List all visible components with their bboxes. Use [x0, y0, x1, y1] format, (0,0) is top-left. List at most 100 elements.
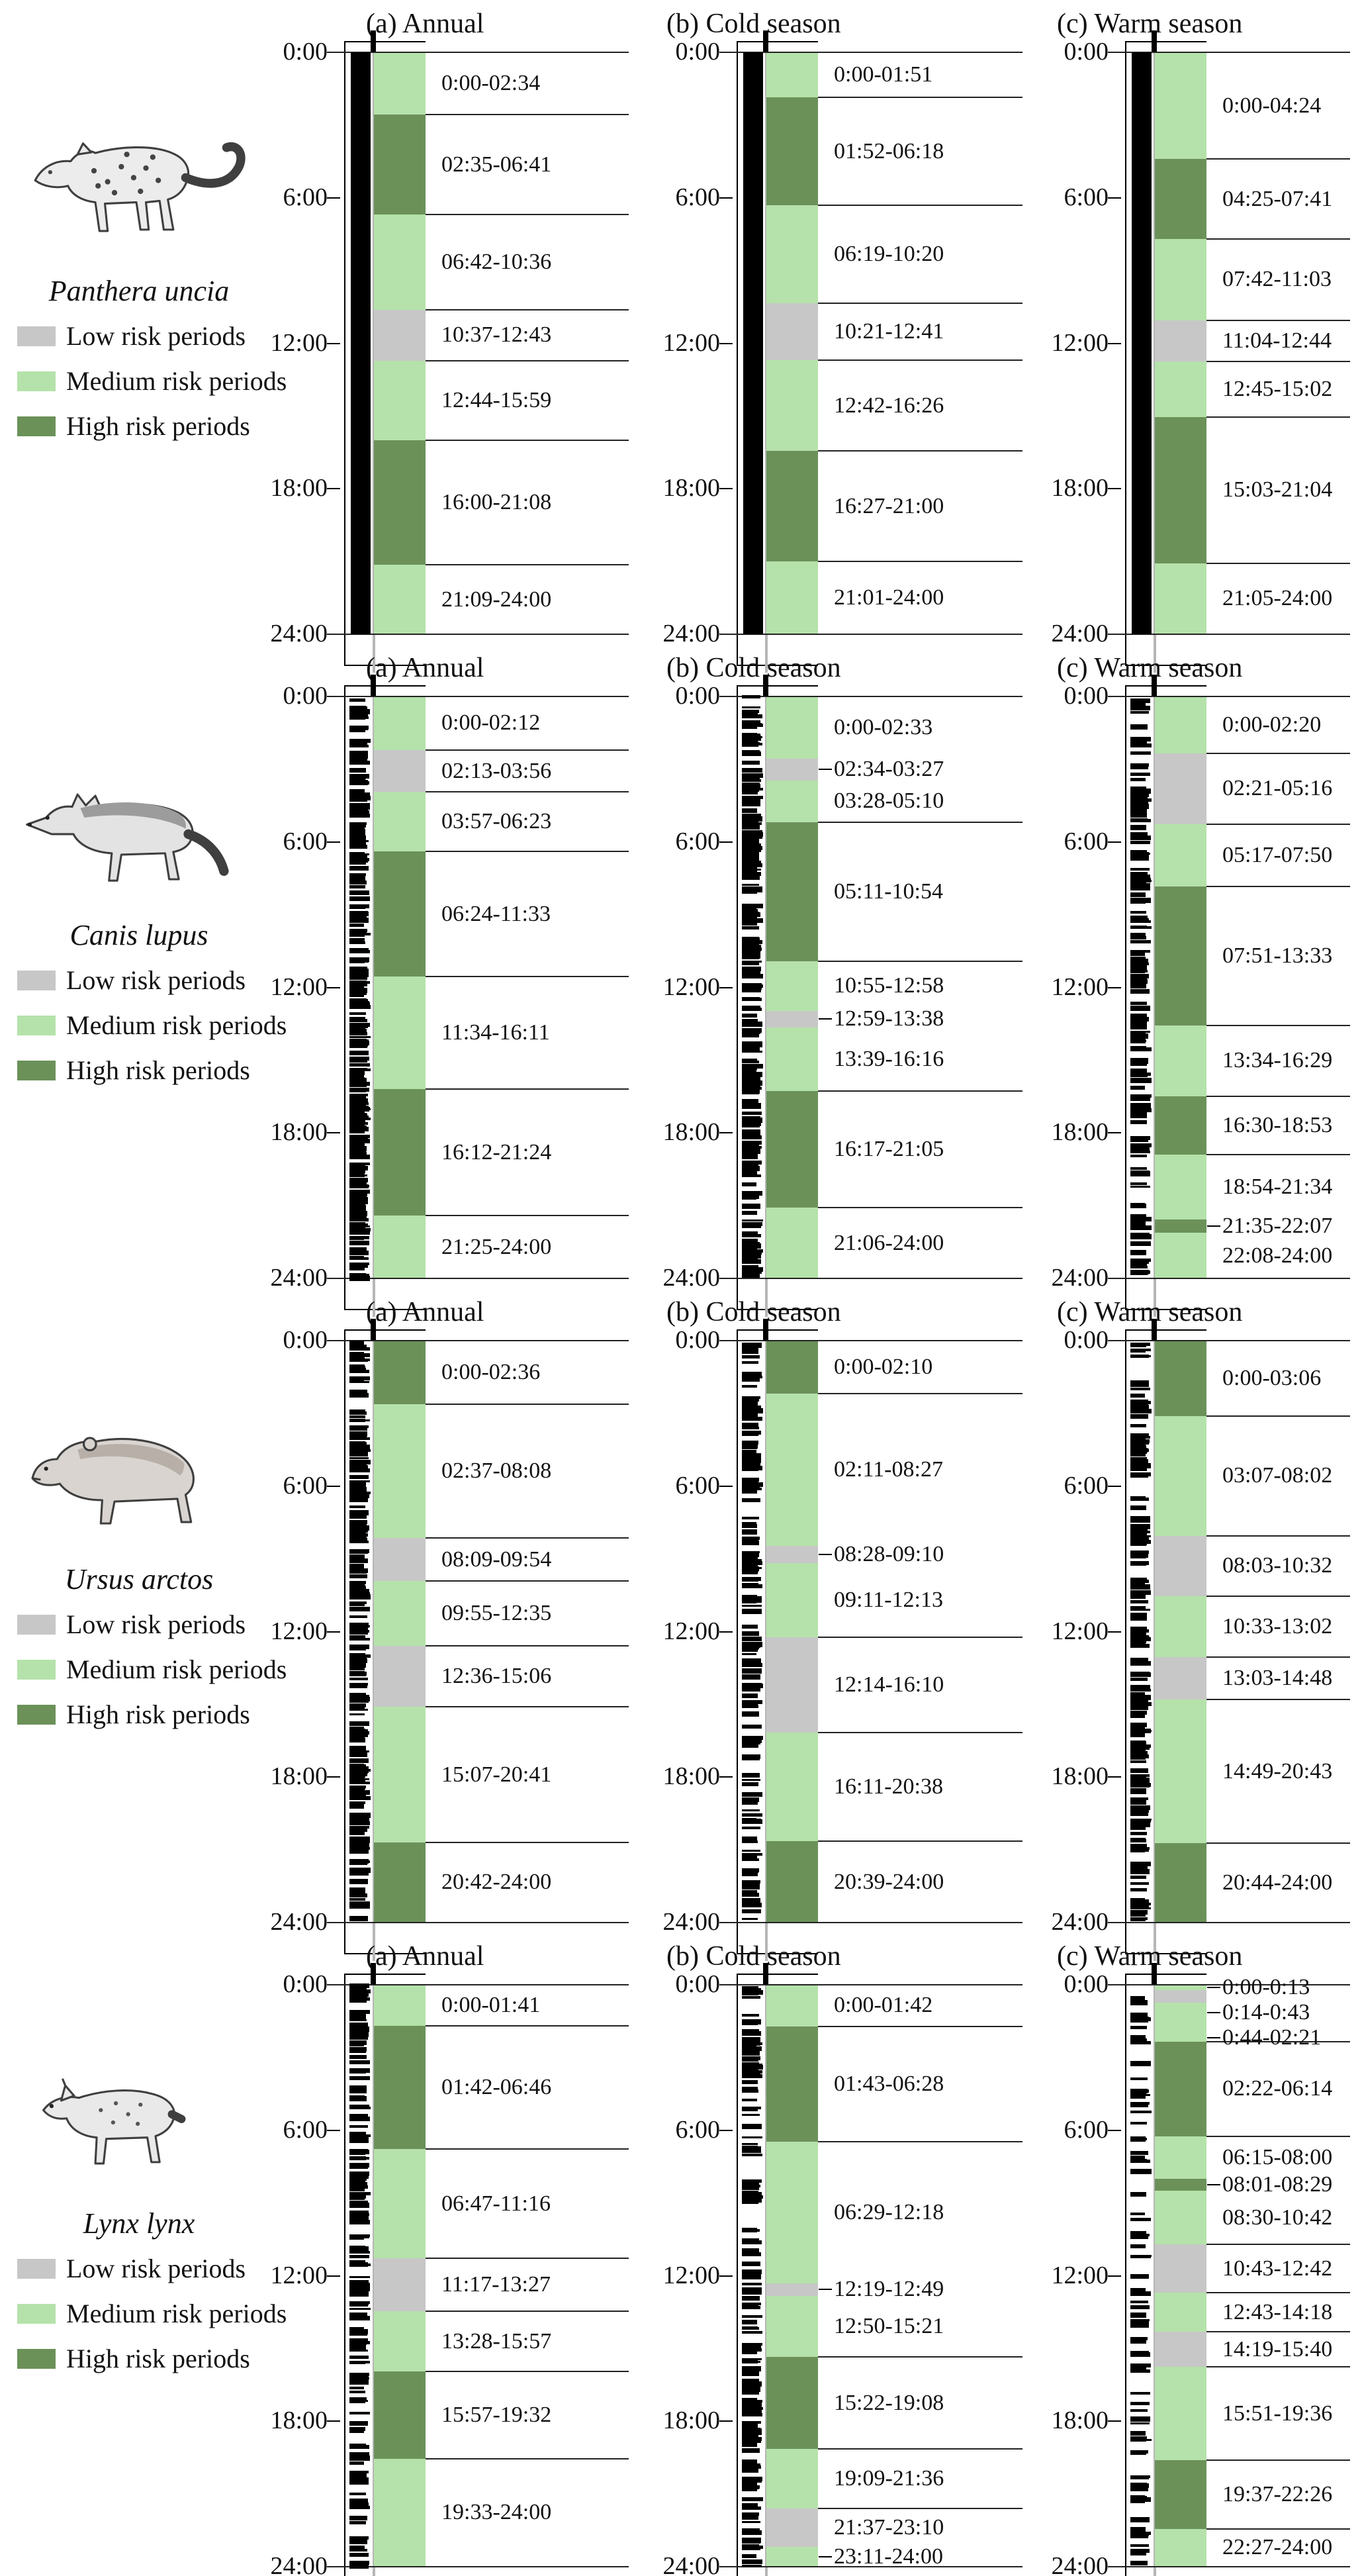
risk-band-low — [1155, 2244, 1206, 2293]
activity-rug-mark — [742, 1779, 761, 1782]
activity-rug-mark — [349, 1071, 365, 1075]
activity-rug-mark — [742, 1222, 762, 1227]
period-separator — [818, 97, 1022, 99]
period-separator — [426, 114, 629, 116]
top-tick — [1152, 675, 1157, 696]
time-tick — [719, 488, 733, 490]
y-axis-line — [737, 1329, 738, 1953]
activity-rug-mark — [349, 865, 369, 871]
activity-rug-mark — [349, 729, 365, 732]
time-tick-label: 0:00 — [675, 38, 720, 66]
activity-rug-mark — [349, 1878, 368, 1884]
legend-label-high: High risk periods — [66, 1699, 250, 1729]
activity-rug-mark — [349, 1586, 366, 1589]
activity-rug-mark — [349, 1109, 369, 1112]
activity-rug-mark — [1130, 777, 1146, 781]
top-tick — [371, 1319, 376, 1340]
activity-rug-mark — [349, 897, 371, 901]
risk-band-medium — [1155, 2191, 1206, 2245]
activity-rug — [351, 52, 371, 634]
legend-item-medium: Medium risk periods — [17, 1654, 287, 1685]
period-separator — [1206, 1596, 1350, 1598]
activity-rug-mark — [1130, 2318, 1150, 2324]
period-label: 14:19-15:40 — [1222, 2336, 1333, 2361]
legend-label-high: High risk periods — [66, 2344, 250, 2373]
period-separator — [1206, 158, 1350, 160]
activity-rug-mark — [1130, 793, 1149, 797]
activity-rug-mark — [1130, 1382, 1150, 1388]
activity-rug-mark — [1130, 916, 1148, 921]
activity-rug-mark — [349, 1347, 370, 1351]
activity-rug-mark — [349, 906, 369, 909]
activity-rug-mark — [1130, 832, 1148, 837]
period-label: 15:03-21:04 — [1222, 477, 1333, 502]
activity-rug-mark — [742, 1840, 758, 1844]
period-label: 11:34-16:11 — [441, 1020, 550, 1045]
activity-rug-mark — [742, 891, 758, 894]
risk-band-high — [1155, 2179, 1206, 2191]
activity-rug-mark — [1130, 1001, 1147, 1006]
period-separator — [818, 1732, 1022, 1734]
period-separator — [426, 439, 629, 441]
activity-rug-mark — [349, 1088, 367, 1093]
activity-rug-mark — [349, 1505, 366, 1508]
activity-rug-mark — [742, 926, 760, 930]
activity-rug-mark — [349, 1106, 369, 1109]
activity-rug-mark — [1130, 894, 1146, 897]
activity-rug-mark — [1130, 1751, 1148, 1756]
activity-rug-mark — [742, 1902, 762, 1908]
activity-rug-mark — [742, 1488, 762, 1490]
period-separator — [426, 976, 629, 978]
activity-rug-mark — [1130, 2475, 1149, 2479]
activity-rug-mark — [1130, 1413, 1148, 1419]
activity-rug-mark — [742, 1257, 758, 1263]
species-info-column: Ursus arctos Low risk periods Medium ris… — [0, 1288, 287, 1932]
activity-rug-mark — [1130, 1903, 1151, 1906]
activity-rug-mark — [349, 917, 366, 922]
period-separator — [327, 1278, 629, 1279]
period-separator — [818, 960, 1022, 962]
activity-rug-mark — [349, 1601, 367, 1605]
activity-rug-mark — [349, 875, 366, 881]
activity-rug-mark — [1130, 798, 1152, 802]
frame-top-line — [344, 1329, 426, 1331]
period-label: 0:44-02:21 — [1222, 2025, 1322, 2050]
activity-rug-mark — [1130, 818, 1148, 822]
lynx-lynx-illustration — [12, 2030, 258, 2217]
activity-rug-mark — [742, 921, 757, 924]
activity-rug-mark — [349, 970, 365, 975]
activity-rug-mark — [742, 1086, 762, 1090]
activity-rug-mark — [349, 855, 367, 859]
activity-rug-mark — [1130, 1515, 1150, 1521]
period-label: 21:01-24:00 — [834, 585, 944, 610]
risk-band-medium — [374, 1580, 426, 1646]
legend-item-medium: Medium risk periods — [17, 365, 287, 397]
top-tick — [763, 30, 768, 52]
activity-rug-mark — [742, 855, 760, 861]
activity-rug-mark — [742, 1484, 760, 1488]
activity-rug-mark — [1130, 918, 1149, 922]
period-label: 06:47-11:16 — [441, 2191, 551, 2216]
activity-rug-mark — [1130, 702, 1146, 706]
activity-rug-mark — [349, 1445, 370, 1450]
activity-rug-mark — [742, 1524, 757, 1529]
time-tick — [327, 986, 340, 988]
species-row-panthera-uncia: Panthera uncia Low risk periods Medium r… — [0, 0, 1362, 673]
activity-rug-mark — [742, 1355, 760, 1359]
period-separator — [1206, 2528, 1350, 2530]
activity-rug-mark — [1130, 1448, 1148, 1453]
activity-rug-mark — [349, 1415, 366, 1419]
period-label: 21:06-24:00 — [834, 1230, 944, 1255]
activity-rug-mark — [1130, 1580, 1149, 1584]
activity-rug-mark — [742, 1272, 760, 1278]
activity-rug-mark — [349, 824, 367, 828]
activity-rug-mark — [742, 915, 758, 920]
activity-rug-mark — [742, 1034, 759, 1038]
activity-rug-mark — [742, 1736, 763, 1740]
activity-rug-mark — [349, 1494, 369, 1499]
activity-rug-mark — [349, 1249, 365, 1253]
risk-band-medium — [766, 1563, 818, 1637]
activity-rug-mark — [1130, 1094, 1152, 1098]
period-separator — [1206, 2459, 1350, 2461]
risk-band-medium — [766, 1733, 818, 1841]
